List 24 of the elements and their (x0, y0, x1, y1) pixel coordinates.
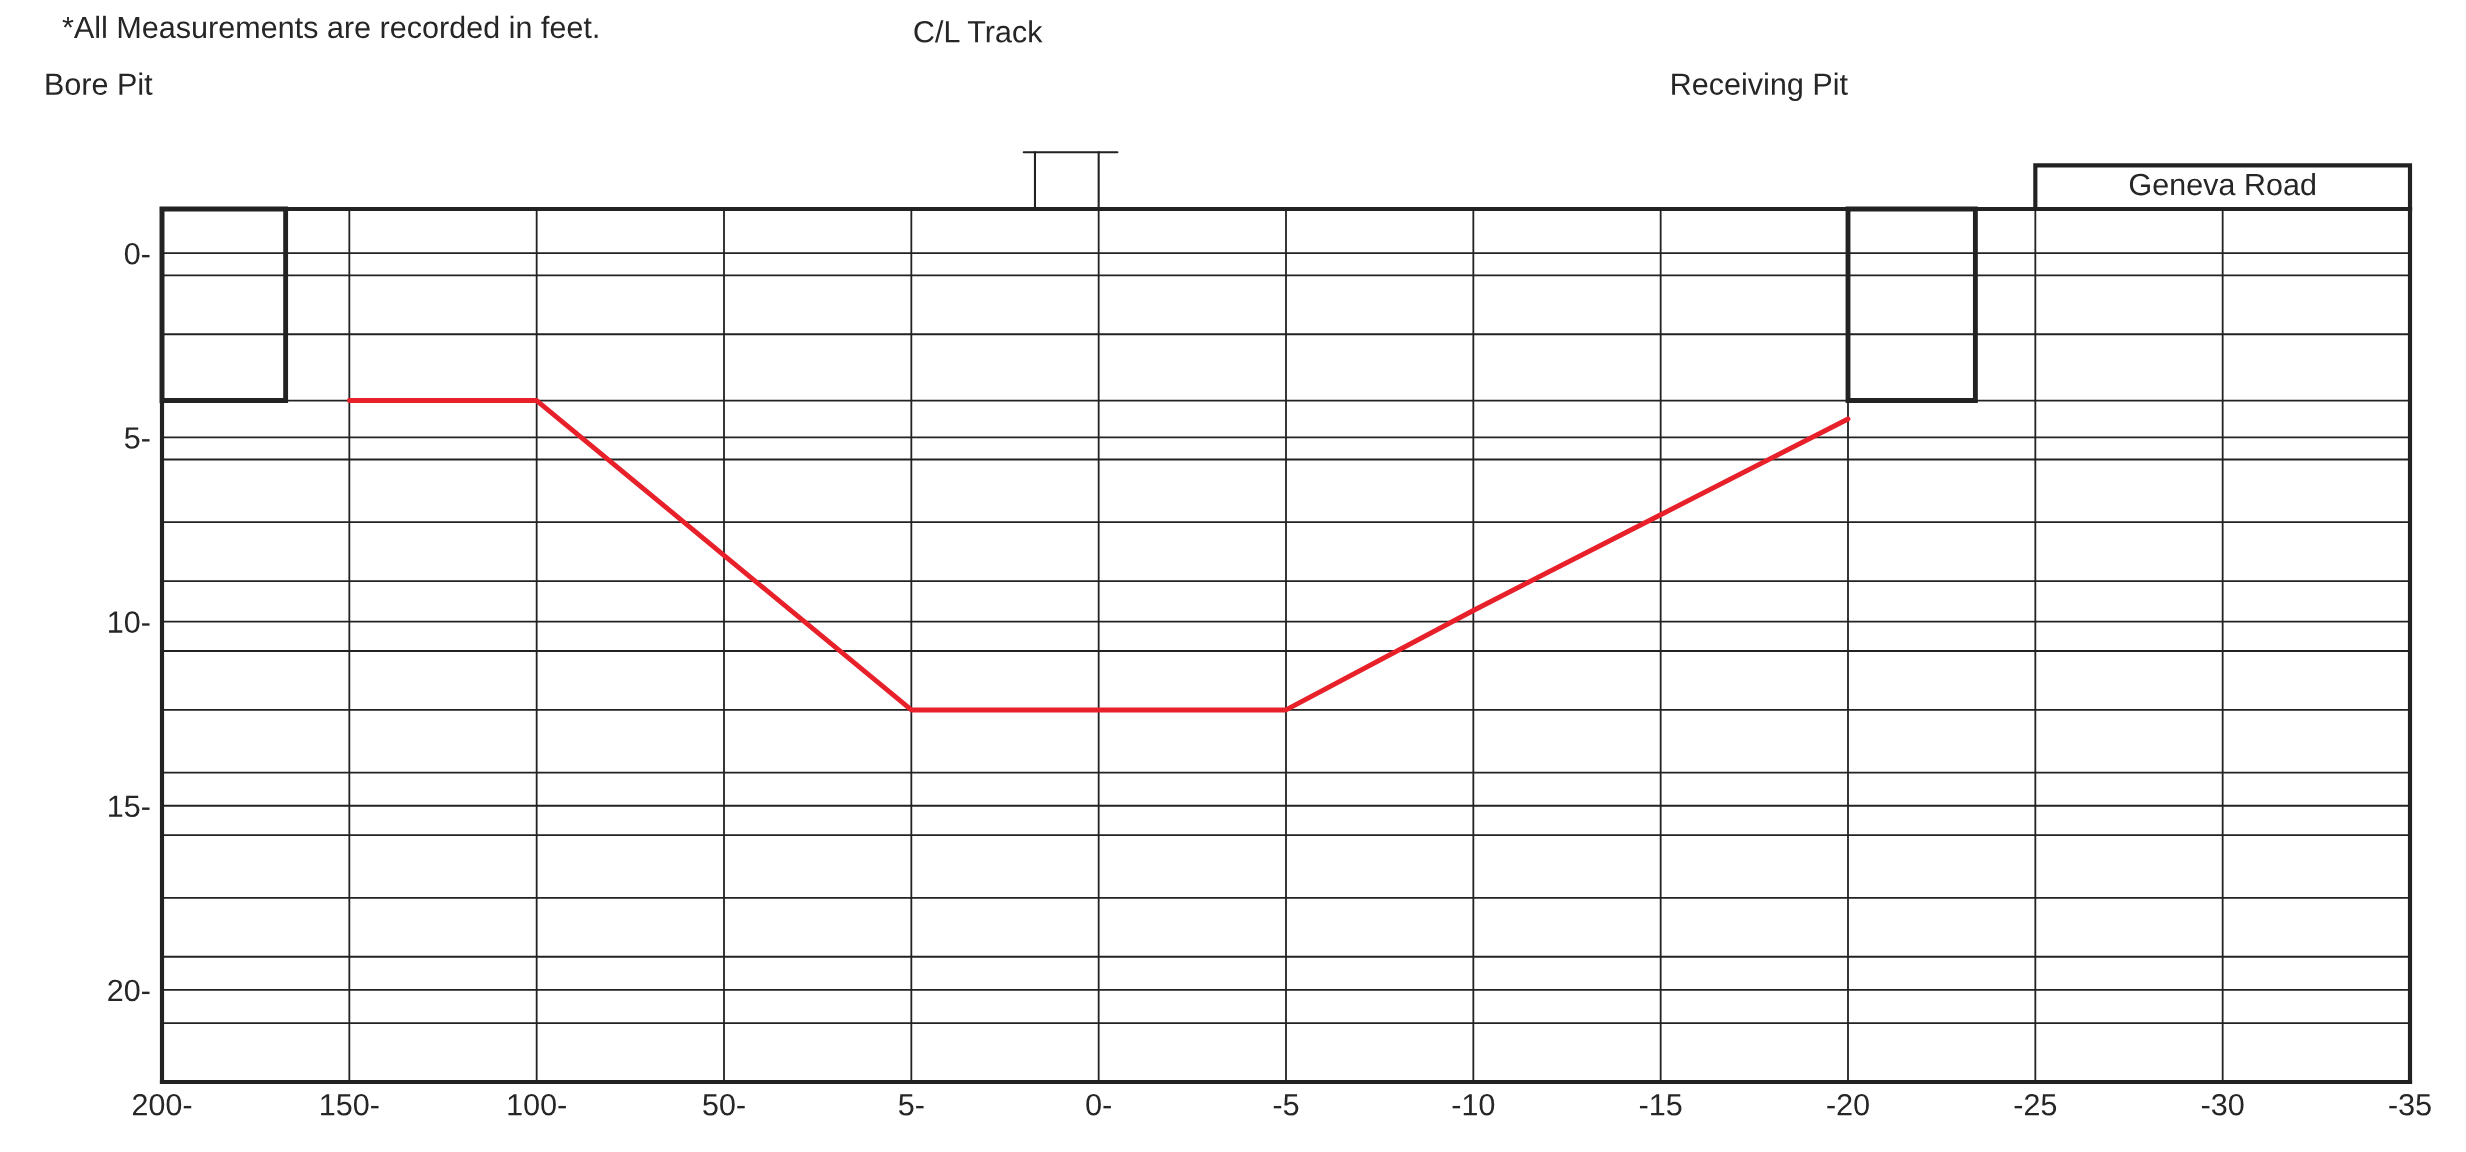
text: Geneva Road (2129, 172, 2315, 196)
x-tick-label: -20 (1827, 1093, 1869, 1116)
text: Receiving Pit (1672, 72, 1848, 102)
y-tick-label: 10- (109, 611, 150, 633)
text: Bore Pit (46, 72, 153, 95)
x-tick-label: 200- (132, 1093, 192, 1116)
x-tick-label: -35 (2389, 1093, 2431, 1116)
text: *All Measurements are recorded in feet. (62, 15, 598, 39)
y-tick-label: 15- (109, 795, 150, 818)
x-tick-label: -15 (1639, 1094, 1682, 1116)
x-tick-label: -25 (2014, 1093, 2057, 1116)
text: C/L Track (914, 20, 1043, 43)
y-tick-label: 0- (124, 242, 150, 265)
x-tick-label: 5- (898, 1094, 924, 1116)
x-tick-label: -30 (2201, 1093, 2244, 1116)
y-tick-label: 20- (108, 979, 150, 1002)
y-tick-label: 5- (124, 427, 150, 449)
x-tick-label: -10 (1452, 1093, 1495, 1116)
line-series (346, 398, 1851, 713)
x-tick-label: 150- (321, 1093, 379, 1116)
x-tick-label: 50- (703, 1093, 745, 1116)
x-tick-label: 100- (508, 1093, 566, 1116)
x-tick-label: -5 (1273, 1094, 1299, 1116)
x-tick-label: 0- (1086, 1093, 1111, 1116)
